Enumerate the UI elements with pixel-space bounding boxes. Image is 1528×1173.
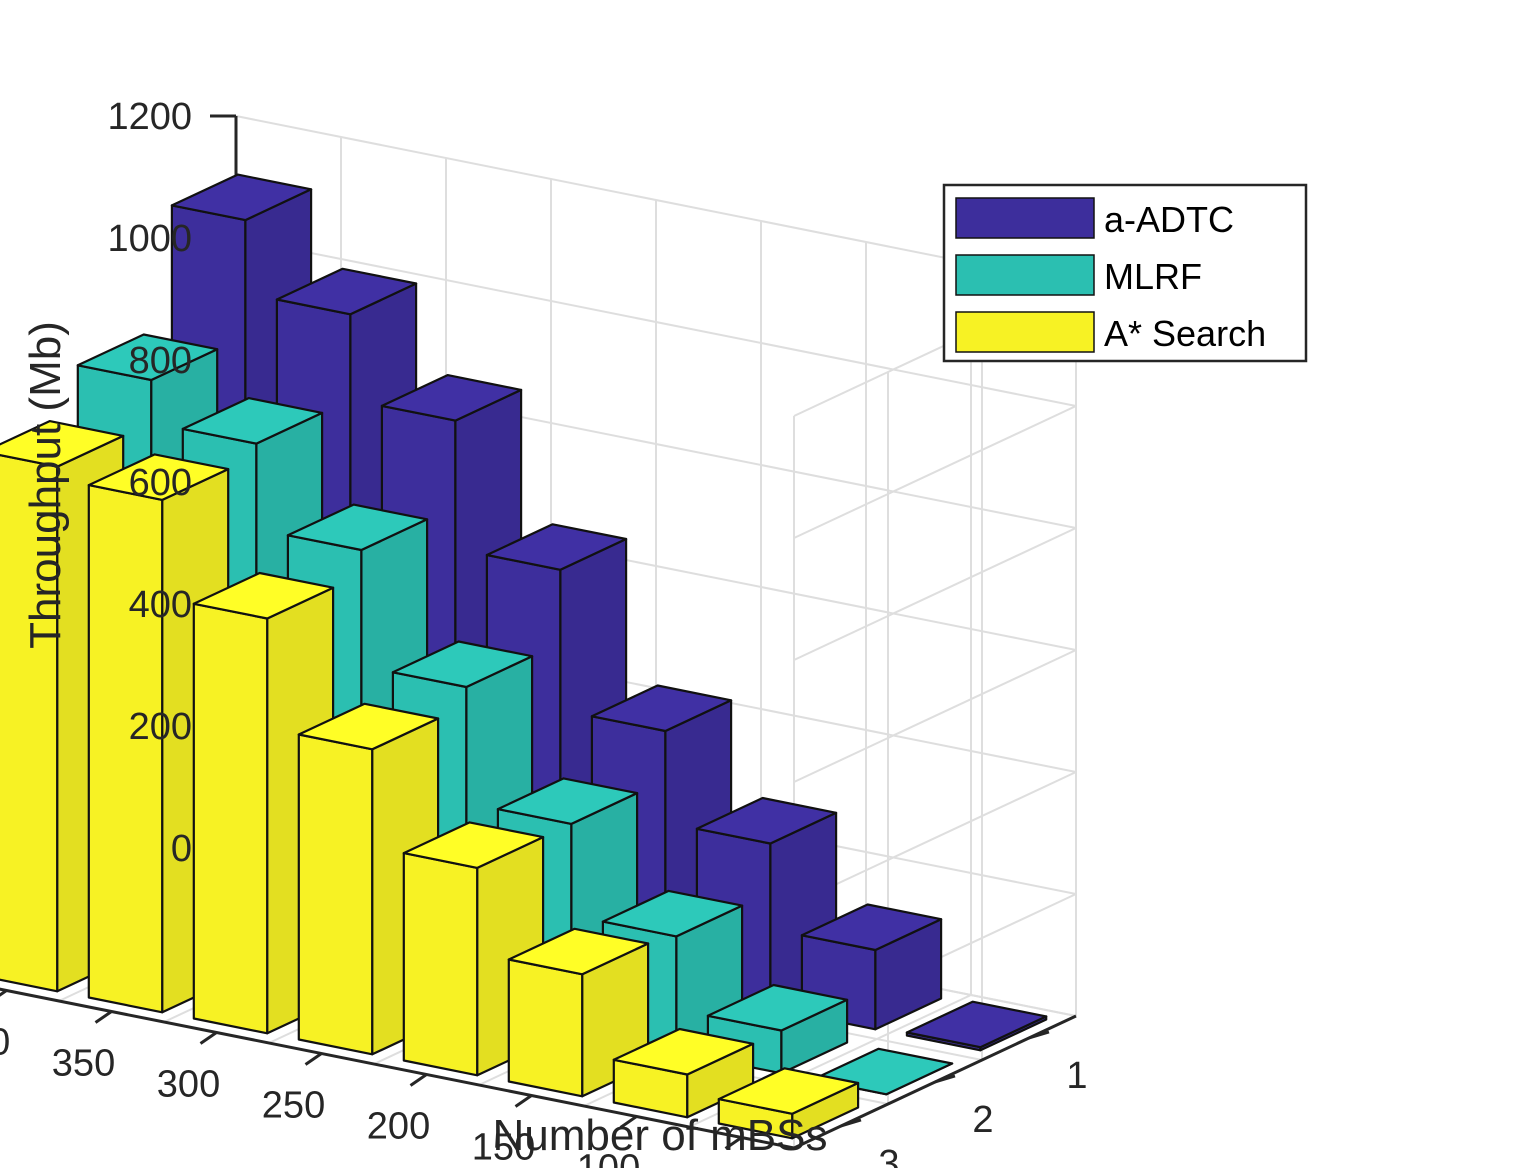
x-tick-mark [619, 1115, 638, 1129]
legend-label-a-star-search: A* Search [1104, 313, 1266, 354]
depth-tick-label: 2 [972, 1099, 993, 1141]
y-tick-label: 400 [129, 584, 192, 626]
x-tick-mark [304, 1052, 323, 1066]
bar-top-face [717, 1067, 860, 1115]
bar-front-face [297, 733, 374, 1056]
bar-top-face [380, 374, 523, 422]
x-tick-label: 400 [0, 1022, 10, 1064]
x-axis-title: Number of mBSs [493, 1111, 828, 1160]
x-tick-mark [409, 1073, 428, 1087]
bar-front-face [192, 602, 269, 1035]
depth-tick-mark [840, 1118, 862, 1128]
x-axis-line [0, 987, 795, 1150]
bar-top-face [192, 571, 335, 620]
x-tick-label: 250 [262, 1085, 325, 1127]
bar-top-face [496, 777, 639, 826]
legend-swatch-a-adtc [955, 197, 1095, 239]
x-tick-mark [0, 989, 8, 997]
x-tick-mark [514, 1094, 533, 1108]
legend-swatch-mlrf [955, 254, 1095, 296]
depth-tick-label: 1 [1066, 1055, 1087, 1097]
x-tick-mark [94, 1010, 113, 1024]
y-tick-label: 600 [129, 462, 192, 504]
legend: a-ADTC MLRF A* Search [942, 183, 1308, 363]
y-tick-label: 800 [129, 340, 192, 382]
bar-top-face [905, 1000, 1048, 1049]
bar-top-face [507, 927, 650, 976]
grid-line-side-value [793, 771, 1077, 905]
x-tick-label: 350 [52, 1043, 115, 1085]
depth-tick-mark [1028, 1030, 1050, 1040]
y-tick-label: 0 [171, 828, 192, 870]
bar-front-face [507, 958, 584, 1098]
bar-front-face [87, 484, 164, 1014]
grid-line-side-value [793, 649, 1077, 783]
bar-top-face [612, 1027, 755, 1076]
labels-layer: 0 200 400 600 800 1000 1200 400 350 300 250 200 150 1… [0, 96, 1088, 1173]
grid-line-side-value [793, 405, 1077, 539]
bar-top-face [402, 821, 545, 870]
bar [905, 1000, 1048, 1052]
bar-top-face [695, 796, 838, 845]
bar-top-face [590, 684, 733, 733]
bar-top-face [87, 453, 230, 501]
y-axis-title: Throughput (Mb) [21, 321, 70, 649]
depth-tick-mark [934, 1074, 956, 1084]
x-tick-mark [199, 1031, 218, 1045]
legend-label-mlrf: MLRF [1104, 256, 1202, 297]
bar-top-face [275, 267, 418, 316]
bar-top-face [800, 903, 943, 952]
bar [612, 1027, 755, 1119]
bar-top-face [181, 397, 324, 445]
legend-label-a-adtc: a-ADTC [1104, 199, 1234, 240]
y-tick-label: 200 [129, 706, 192, 748]
legend-swatch-a-star-search [955, 311, 1095, 353]
y-tick-label: 1000 [107, 218, 192, 260]
bar-top-face [485, 523, 628, 571]
bar-top-face [286, 503, 429, 552]
bar-front-face [402, 851, 479, 1077]
x-tick-label: 200 [367, 1106, 430, 1148]
bar-top-face [391, 640, 534, 689]
y-tick-label: 1200 [107, 96, 192, 138]
depth-tick-label: 3 [878, 1143, 899, 1168]
x-tick-mark [724, 1136, 743, 1150]
bar-top-face [601, 889, 744, 938]
bar [717, 1067, 860, 1140]
bars-layer [0, 173, 1048, 1140]
grid-line-side-value [793, 527, 1077, 661]
x-tick-label: 300 [157, 1064, 220, 1106]
bar-top-face [170, 173, 313, 222]
x-tick-label: 150 [472, 1127, 535, 1169]
bar-top-face [706, 983, 849, 1032]
bar-top-face [0, 420, 125, 468]
bar-top-face [297, 702, 440, 751]
bar-top-face [76, 333, 219, 382]
